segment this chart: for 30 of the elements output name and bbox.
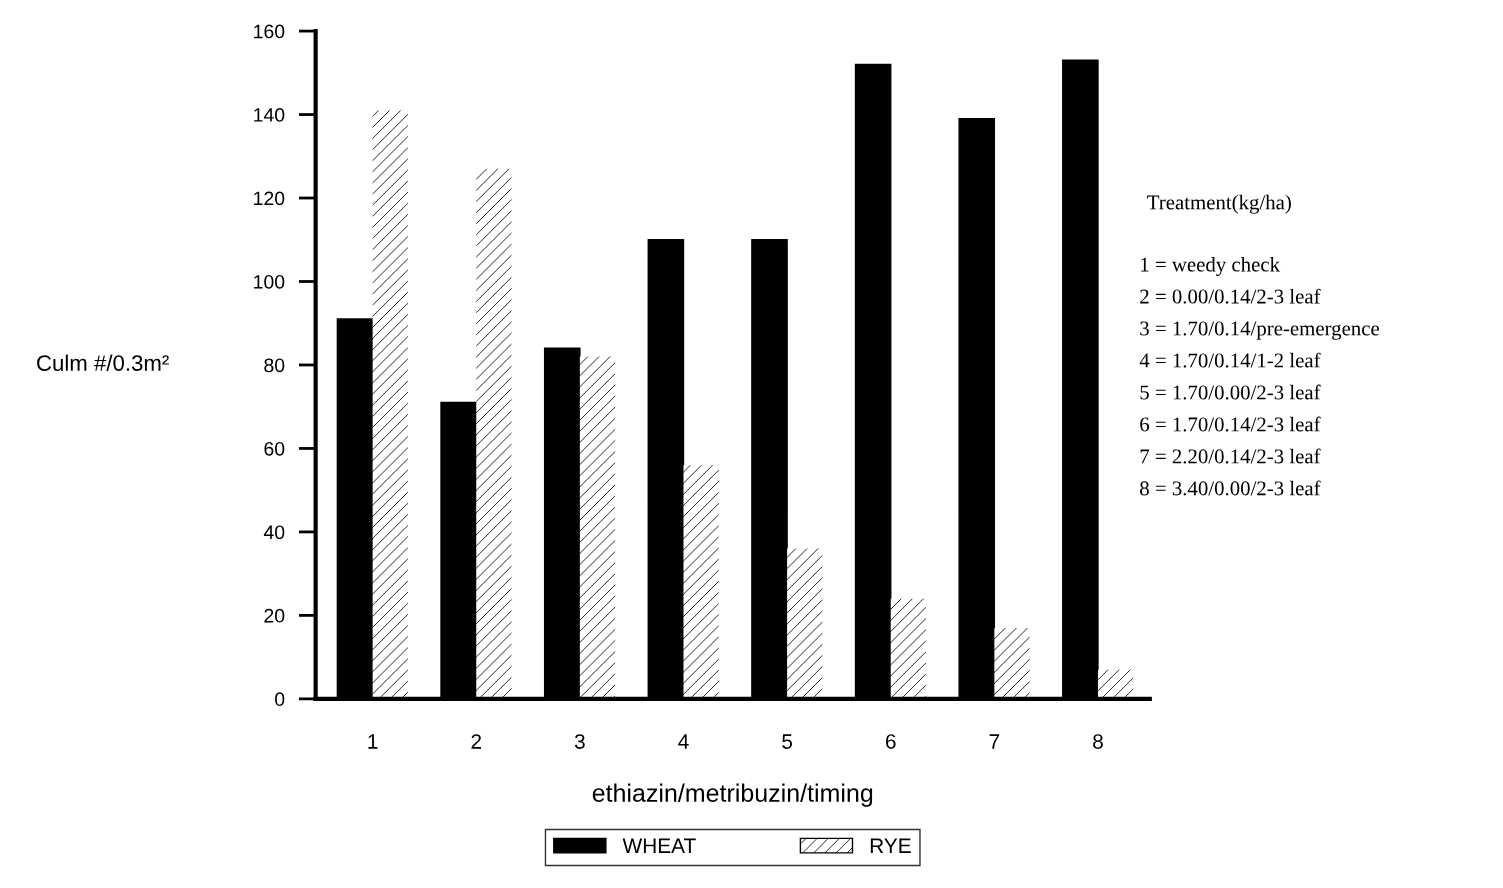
- x-axis-title: ethiazin/metribuzin/timing: [592, 783, 873, 807]
- x-tick-label: 3: [574, 734, 585, 749]
- y-tick-label: 80: [264, 358, 285, 373]
- x-tick-label: 2: [471, 734, 481, 749]
- y-tick-label: 100: [254, 274, 285, 289]
- x-tick-label: 1: [368, 734, 378, 749]
- annotation: 3 = 1.70/0.14/pre-emergence: [1140, 321, 1380, 340]
- x-tick-label: 7: [989, 734, 1000, 749]
- annotation: 6 = 1.70/0.14/2-3 leaf: [1140, 416, 1321, 432]
- legend-label: WHEAT: [622, 838, 696, 853]
- y-tick-label: 40: [263, 525, 285, 540]
- y-tick-label: 120: [254, 191, 285, 206]
- annotation: 5 = 1.70/0.00/2-3 leaf: [1140, 384, 1321, 400]
- x-tick-label: 8: [1093, 734, 1103, 749]
- y-tick-label: 160: [254, 24, 285, 39]
- annotation: 1 = weedy check: [1141, 256, 1281, 276]
- y-tick-label: 0: [275, 692, 285, 707]
- x-tick-label: 6: [886, 734, 896, 749]
- annotation: 8 = 3.40/0.00/2-3 leaf: [1140, 480, 1321, 496]
- annotation: 4 = 1.70/0.14/1-2 leaf: [1139, 352, 1321, 368]
- annotation: 2 = 0.00/0.14/2-3 leaf: [1140, 288, 1321, 304]
- y-tick-label: 20: [264, 608, 285, 623]
- y-tick-label: 140: [254, 108, 285, 122]
- annotation: Treatment(kg/ha): [1147, 194, 1291, 214]
- y-tick-label: 60: [264, 441, 285, 456]
- legend-label: RYE: [870, 838, 911, 853]
- x-tick-label: 4: [678, 734, 689, 749]
- x-tick-label: 5: [782, 734, 793, 749]
- y-axis-title: Culm #/0.3m²: [37, 354, 169, 371]
- annotation: 7 = 2.20/0.14/2-3 leaf: [1140, 448, 1321, 464]
